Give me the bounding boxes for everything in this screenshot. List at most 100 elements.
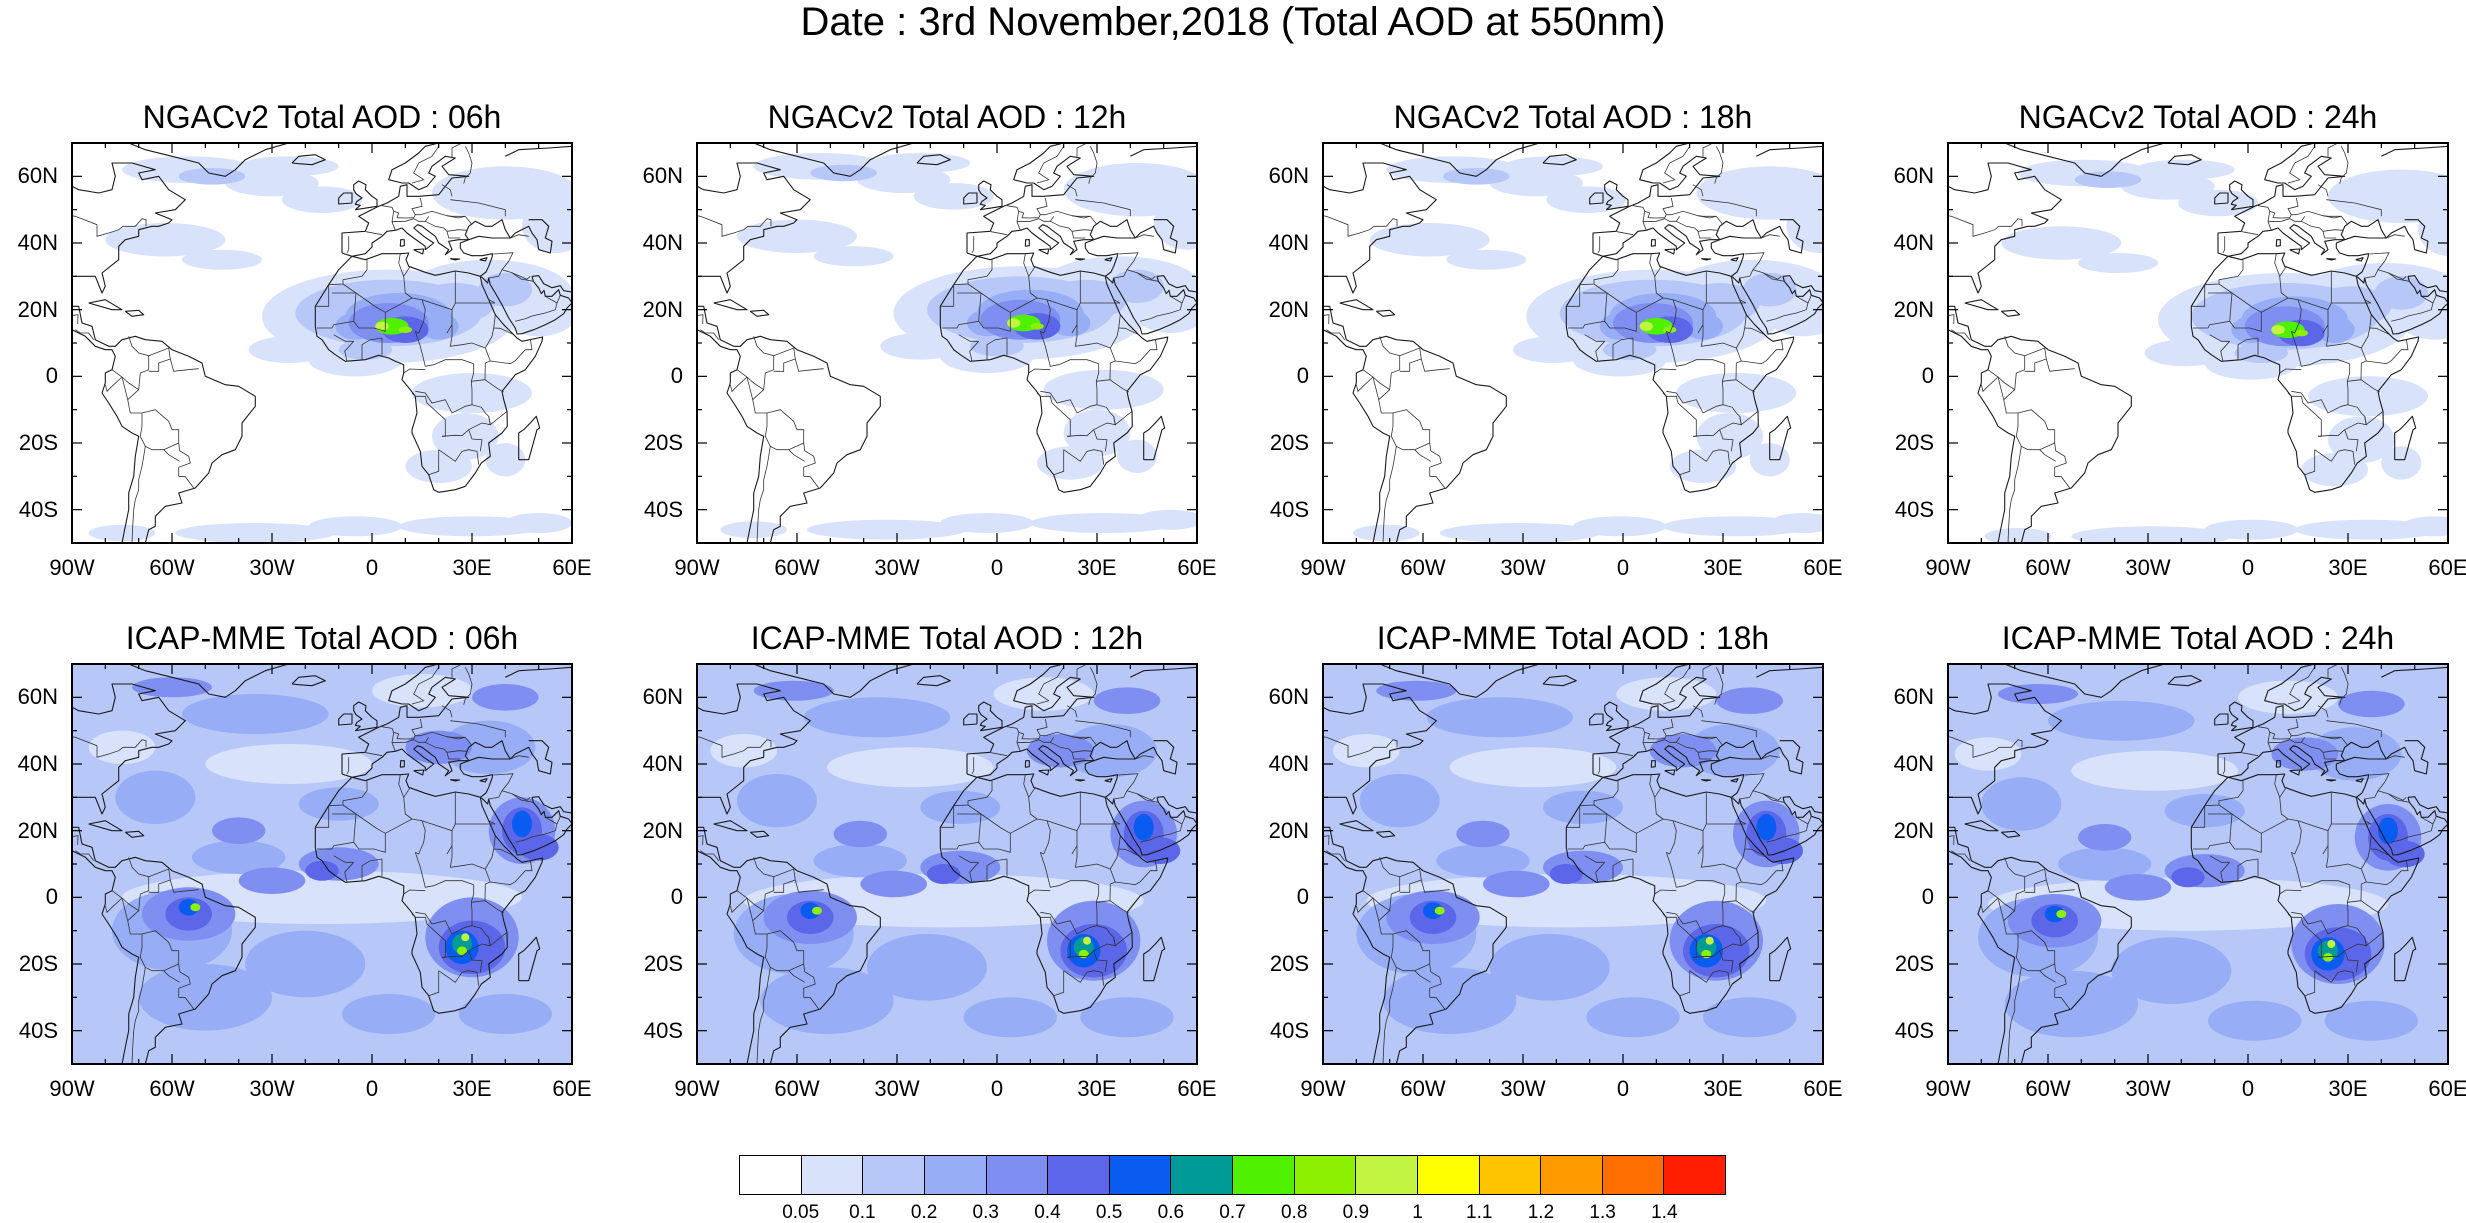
country-border bbox=[764, 413, 816, 477]
country-border bbox=[403, 266, 411, 277]
country-border bbox=[315, 284, 330, 307]
coastline bbox=[413, 769, 425, 776]
coastline bbox=[341, 664, 470, 774]
coastline bbox=[1143, 415, 1166, 461]
coastline bbox=[2217, 143, 2346, 253]
country-border bbox=[1006, 726, 1041, 740]
aod-contour-region bbox=[478, 273, 532, 307]
country-border bbox=[471, 379, 504, 393]
longitude-label: 30E bbox=[1703, 1076, 1743, 1101]
coastline bbox=[966, 664, 1095, 774]
coastline bbox=[1105, 276, 1197, 335]
coastline bbox=[939, 252, 1169, 493]
country-border bbox=[391, 737, 430, 744]
colorbar-swatch bbox=[1171, 1156, 1233, 1194]
country-border bbox=[1665, 331, 1725, 367]
country-border bbox=[1096, 925, 1133, 947]
country-border bbox=[697, 314, 704, 325]
aod-contour-region bbox=[857, 166, 951, 193]
latitude-label: 40S bbox=[18, 1017, 58, 1043]
coastline bbox=[713, 820, 748, 832]
coastline bbox=[338, 713, 353, 726]
country-border bbox=[463, 698, 466, 705]
colorbar-tick-label: 1.2 bbox=[1527, 1202, 1555, 1223]
country-border bbox=[1109, 868, 1116, 883]
country-border bbox=[1323, 314, 1330, 325]
country-border bbox=[1654, 266, 1662, 277]
country-border bbox=[1071, 750, 1093, 753]
coastline bbox=[1420, 546, 1432, 549]
coastline bbox=[2326, 258, 2337, 261]
latitude-label: 60N bbox=[642, 684, 683, 710]
aod-contour-region bbox=[485, 443, 526, 477]
country-border bbox=[333, 334, 354, 342]
coastline bbox=[2167, 675, 2202, 687]
country-border bbox=[990, 231, 1008, 236]
country-border bbox=[1689, 970, 1731, 986]
country-border bbox=[1074, 314, 1121, 349]
country-border bbox=[2290, 852, 2350, 888]
aod-contour-region bbox=[940, 513, 1034, 533]
longitude-label: 30E bbox=[452, 555, 492, 580]
latitude-label: 0 bbox=[1921, 884, 1934, 910]
country-border bbox=[2304, 449, 2316, 476]
country-border bbox=[1679, 449, 1691, 476]
country-border bbox=[1568, 292, 1608, 329]
coastline bbox=[966, 143, 1095, 253]
coastline bbox=[2394, 415, 2417, 461]
longitude-label: 30W bbox=[249, 555, 295, 580]
country-border bbox=[2347, 404, 2384, 426]
aod-contour-region bbox=[2328, 169, 2448, 223]
coastline bbox=[1104, 257, 1113, 262]
coastline bbox=[963, 713, 978, 726]
coastline bbox=[1075, 779, 1086, 782]
country-border bbox=[365, 752, 383, 757]
coastline bbox=[128, 143, 289, 177]
coastline bbox=[291, 154, 326, 166]
country-border bbox=[344, 341, 354, 362]
country-border bbox=[2340, 667, 2349, 700]
latitude-label: 60N bbox=[17, 163, 58, 189]
aod-contour-region bbox=[298, 787, 379, 821]
aod-contour-region bbox=[807, 519, 967, 540]
country-border bbox=[1135, 755, 1154, 760]
country-border bbox=[2274, 253, 2289, 299]
country-border bbox=[1096, 404, 1133, 426]
colorbar-tick-label: 1 bbox=[1412, 1202, 1423, 1223]
coastline bbox=[1756, 666, 1823, 678]
aod-contour-region bbox=[833, 820, 887, 848]
coastline bbox=[966, 740, 1136, 778]
coastline bbox=[480, 276, 572, 335]
country-border bbox=[1722, 900, 1755, 914]
coastline bbox=[1948, 305, 2132, 543]
aod-contour-region bbox=[2208, 1000, 2302, 1041]
country-border bbox=[1390, 934, 1442, 998]
country-border bbox=[2322, 736, 2349, 746]
longitude-label: 60E bbox=[552, 555, 592, 580]
coastline bbox=[1156, 275, 1197, 293]
longitude-label: 60E bbox=[1177, 555, 1217, 580]
country-border bbox=[2344, 950, 2359, 973]
coastline bbox=[1760, 740, 1804, 775]
longitude-label: 30W bbox=[1500, 1076, 1546, 1101]
aod-contour-region bbox=[1616, 677, 1717, 711]
country-border bbox=[2279, 266, 2287, 277]
coastline bbox=[2289, 769, 2301, 776]
country-border bbox=[468, 429, 483, 452]
aod-contour-region bbox=[927, 864, 961, 884]
country-border bbox=[1382, 446, 1397, 543]
country-border bbox=[428, 970, 440, 997]
country-border bbox=[1980, 376, 1999, 393]
country-border bbox=[1181, 816, 1186, 825]
country-border bbox=[2003, 910, 2056, 964]
aod-contour-region bbox=[1439, 523, 1600, 543]
longitude-label: 30E bbox=[1077, 1076, 1117, 1101]
country-border bbox=[1697, 215, 1724, 225]
country-border bbox=[1053, 970, 1065, 997]
aod-contour-region bbox=[461, 933, 470, 942]
country-border bbox=[72, 835, 79, 846]
country-border bbox=[344, 862, 354, 883]
coastline bbox=[2217, 740, 2387, 778]
country-border bbox=[2326, 720, 2382, 738]
coastline bbox=[1592, 219, 1762, 257]
